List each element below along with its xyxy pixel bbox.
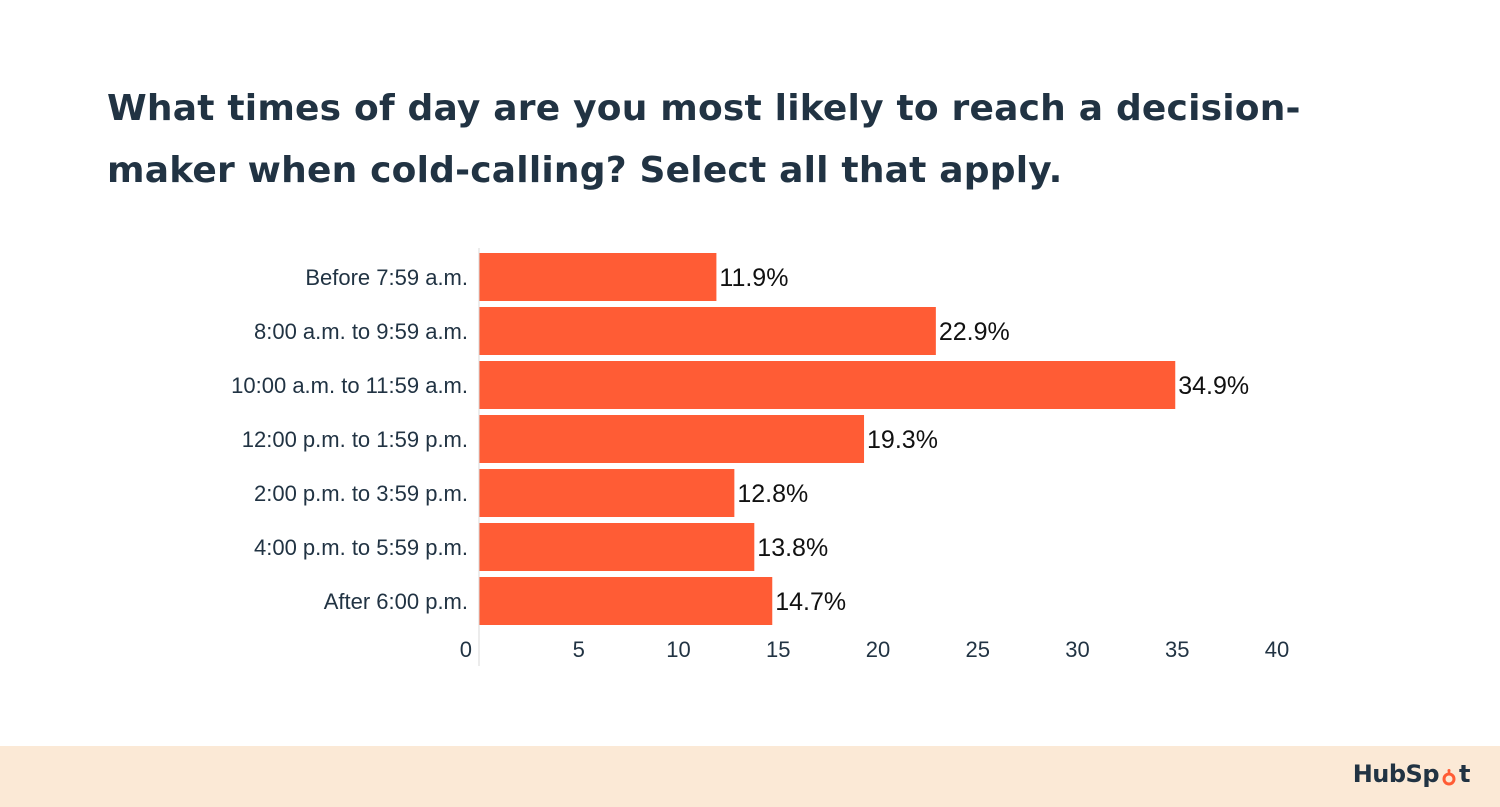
bar [479, 415, 865, 463]
x-tick-label: 40 [1265, 637, 1289, 662]
hubspot-sprocket-icon [1440, 765, 1458, 786]
value-label: 13.8% [757, 534, 828, 562]
value-label: 34.9% [1178, 372, 1249, 400]
logo-text-end: t [1459, 760, 1470, 788]
category-label: 10:00 a.m. to 11:59 a.m. [231, 373, 468, 398]
x-tick-label: 20 [866, 637, 890, 662]
bar [479, 577, 773, 625]
category-label: After 6:00 p.m. [324, 589, 468, 614]
chart-title: What times of day are you most likely to… [107, 88, 1301, 191]
x-tick-label: 5 [573, 637, 585, 662]
bar [479, 469, 735, 517]
category-label: 2:00 p.m. to 3:59 p.m. [254, 481, 468, 506]
logo-text-start: HubSp [1352, 760, 1440, 788]
value-label: 14.7% [775, 588, 846, 616]
x-tick-label: 35 [1165, 637, 1189, 662]
category-label: Before 7:59 a.m. [305, 265, 468, 290]
x-tick-label: 15 [766, 637, 790, 662]
category-label: 8:00 a.m. to 9:59 a.m. [254, 319, 468, 344]
footer-band: HubSp t [0, 746, 1500, 807]
category-labels: Before 7:59 a.m. 8:00 a.m. to 9:59 a.m. 10… [231, 265, 468, 614]
value-labels: 11.9% 22.9% 34.9% 19.3% 12.8% 13.8% 14.7% [719, 264, 1249, 616]
x-axis-ticks: 0 5 10 15 20 25 30 35 40 [460, 637, 1289, 662]
value-label: 11.9% [719, 264, 788, 292]
x-tick-label: 30 [1065, 637, 1089, 662]
category-label: 12:00 p.m. to 1:59 p.m. [242, 427, 468, 452]
bars-layer [479, 253, 1176, 625]
x-tick-label: 25 [966, 637, 990, 662]
value-label: 22.9% [939, 318, 1010, 346]
bar [479, 523, 755, 571]
bar [479, 307, 936, 355]
x-tick-label: 10 [666, 637, 690, 662]
category-label: 4:00 p.m. to 5:59 p.m. [254, 535, 468, 560]
hubspot-logo: HubSp t [1352, 760, 1471, 788]
bar-chart: Before 7:59 a.m. 8:00 a.m. to 9:59 a.m. 10… [231, 248, 1289, 666]
bar [479, 361, 1176, 409]
x-tick-label: 0 [460, 637, 472, 662]
value-label: 19.3% [867, 426, 938, 454]
value-label: 12.8% [737, 480, 808, 508]
bar [479, 253, 717, 301]
